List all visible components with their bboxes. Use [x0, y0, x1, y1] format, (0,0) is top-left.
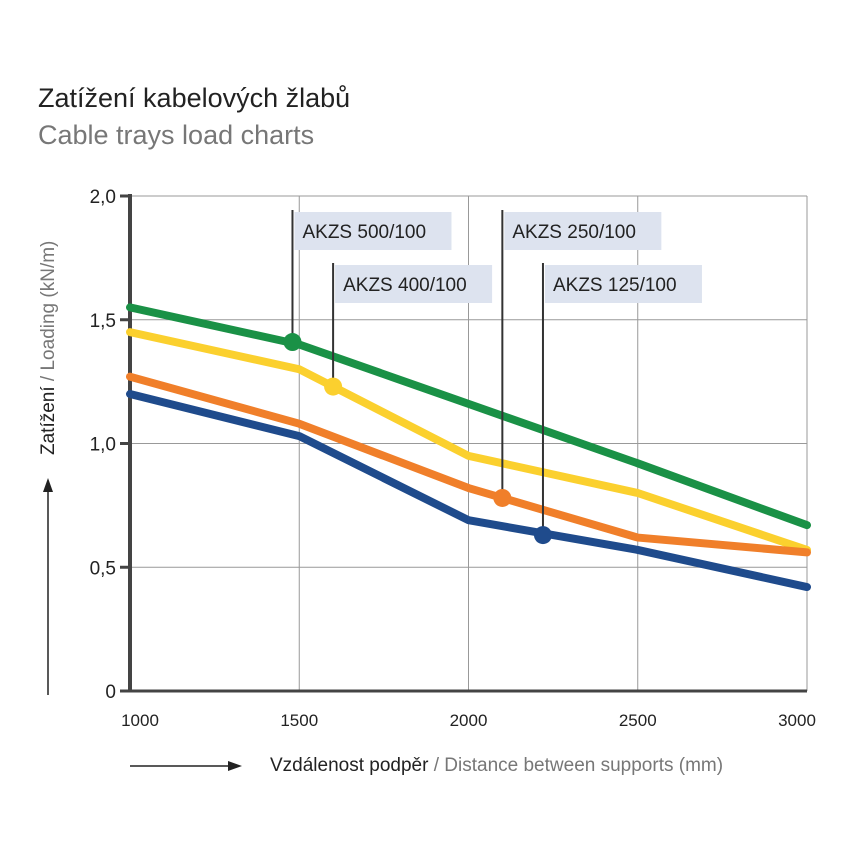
series-line: [126, 303, 811, 530]
chart-subtitle: Cable trays load charts: [38, 120, 315, 150]
series-line: [126, 328, 811, 554]
series-label: AKZS 250/100: [512, 222, 636, 243]
x-axis-label: Vzdálenost podpěr / Distance between sup…: [270, 755, 723, 776]
x-tick-label: 1500: [280, 711, 318, 730]
y-tick-label: 0: [105, 682, 116, 703]
series-label: AKZS 500/100: [302, 222, 426, 243]
series-label-box: [504, 212, 662, 250]
y-axis-label: Zatížení / Loading (kN/m): [38, 241, 59, 455]
x-label-cz: Vzdálenost podpěr: [270, 755, 429, 776]
y-tick-label: 1,0: [90, 435, 116, 456]
series-label: AKZS 125/100: [553, 275, 677, 296]
x-tick-label: 1000: [121, 711, 159, 730]
y-tick-label: 1,5: [90, 311, 116, 332]
y-label-cz: Zatížení: [38, 386, 59, 455]
series-marker: [324, 377, 343, 396]
series-marker: [493, 488, 512, 507]
y-arrow-head: [43, 478, 53, 492]
series-label-box: [294, 212, 452, 250]
series-label-box: [335, 265, 493, 303]
chart-title: Zatížení kabelových žlabů: [38, 83, 351, 113]
x-tick-label: 2000: [450, 711, 488, 730]
y-tick-label: 0,5: [90, 558, 116, 579]
series-marker: [283, 333, 302, 352]
series-line: [126, 372, 811, 557]
x-label-en: / Distance between supports (mm): [428, 755, 723, 776]
x-tick-label: 3000: [778, 711, 816, 730]
y-label-en: / Loading (kN/m): [38, 241, 59, 387]
series-label: AKZS 400/100: [343, 275, 467, 296]
y-tick-label: 2,0: [90, 187, 116, 208]
series-label-box: [544, 265, 702, 303]
x-tick-label: 2500: [619, 711, 657, 730]
series-marker: [533, 526, 552, 545]
x-arrow-head: [228, 761, 242, 771]
series-line: [126, 390, 811, 592]
